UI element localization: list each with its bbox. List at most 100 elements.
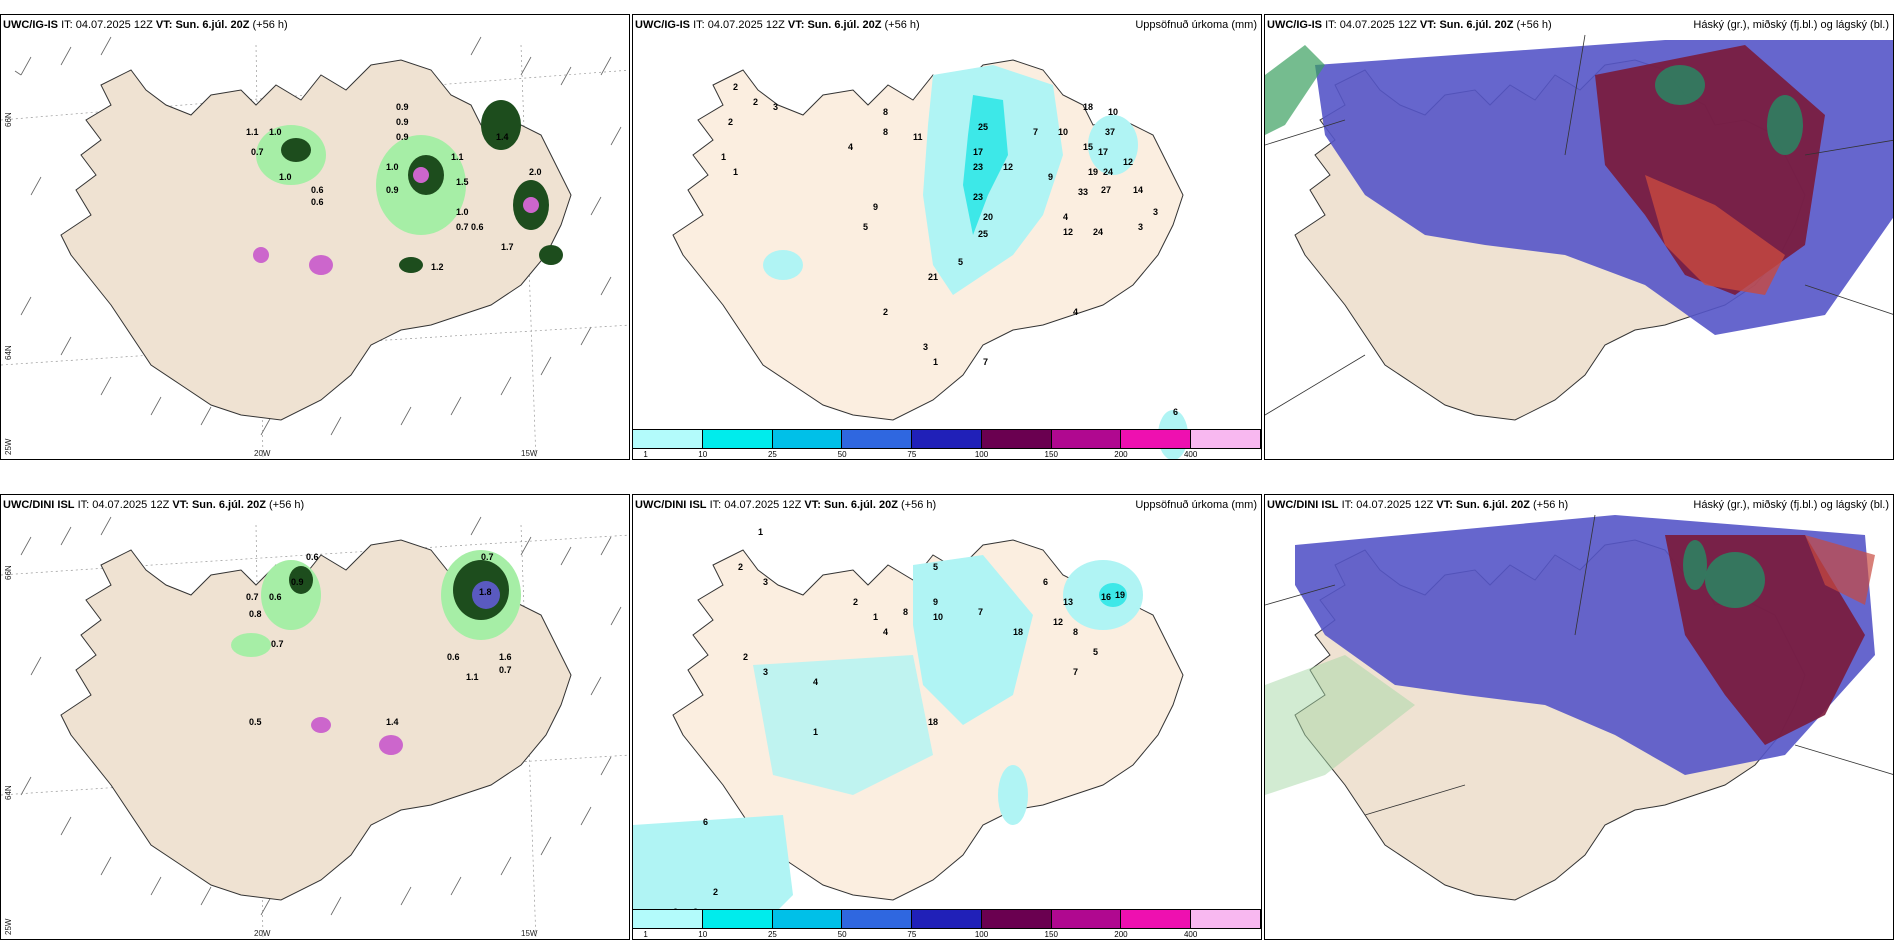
precip-value: 6 — [703, 817, 708, 827]
precip-value: 10 — [1058, 127, 1068, 137]
cloud-map — [1265, 34, 1893, 421]
precip-legend: 1 10 25 50 75 100 150 200 400 — [633, 429, 1261, 459]
wind-value: 1.0 — [456, 207, 469, 217]
it-value: 04.07.2025 12Z — [75, 19, 153, 31]
legend-swatch — [842, 910, 913, 928]
cloud-grid-lines — [1265, 514, 1893, 816]
lead-time: (+56 h) — [268, 499, 305, 511]
model-label: UWC/IG-IS — [1267, 19, 1322, 31]
legend-swatch — [633, 910, 703, 928]
legend-tick: 400 — [1183, 450, 1198, 459]
wind-shading — [253, 100, 563, 275]
precip-shading — [633, 555, 1143, 915]
precip-value: 1 — [733, 167, 738, 177]
precip-value: 25 — [978, 229, 988, 239]
wind-barbs — [20, 516, 622, 916]
it-label: IT: — [77, 499, 90, 511]
wind-value: 0.7 — [246, 592, 259, 602]
it-label: IT: — [693, 19, 705, 31]
it-label: IT: — [1341, 499, 1354, 511]
panel-header: UWC/DINI ISL IT: 04.07.2025 12Z VT: Sun.… — [635, 499, 936, 511]
wind-value: 0.6 — [311, 197, 324, 207]
legend-swatch — [912, 910, 982, 928]
precip-value: 2 — [853, 597, 858, 607]
precip-value: 3 — [763, 667, 768, 677]
wind-map: 1.1 1.0 0.7 1.0 0.6 0.6 0.9 0.9 0.9 1.0 … — [1, 36, 629, 459]
lat-label: 64N — [4, 785, 13, 800]
precip-value: 4 — [883, 627, 888, 637]
precip-value: 12 — [1053, 617, 1063, 627]
wind-value: 1.0 — [386, 162, 399, 172]
precip-value: 4 — [813, 677, 818, 687]
precip-value: 7 — [983, 357, 988, 367]
legend-swatch — [702, 910, 773, 928]
panel-top-wind: UWC/IG-IS IT: 04.07.2025 12Z VT: Sun. 6.… — [0, 14, 630, 460]
legend-swatch — [1191, 910, 1261, 928]
it-value: 04.07.2025 12Z — [1356, 499, 1434, 511]
legend-tick: 100 — [974, 930, 989, 939]
panel-header: UWC/IG-IS IT: 04.07.2025 12Z VT: Sun. 6.… — [3, 19, 288, 31]
precip-value: 33 — [1078, 187, 1088, 197]
legend-tick: 150 — [1044, 930, 1058, 939]
legend-tick: 400 — [1183, 930, 1198, 939]
precip-value: 2 — [713, 887, 718, 897]
vt-value: Sun. 6.júl. 20Z — [191, 499, 266, 511]
lat-label: 64N — [4, 345, 13, 360]
legend-bar — [633, 909, 1261, 929]
wind-value: 0.6 — [269, 592, 282, 602]
it-value: 04.07.2025 12Z — [724, 499, 802, 511]
precip-value: 17 — [973, 147, 983, 157]
wind-map: 0.7 0.6 0.9 0.8 0.7 0.5 0.6 0.7 0.6 1.8 … — [1, 516, 629, 939]
model-label: UWC/DINI ISL — [1267, 499, 1339, 511]
legend-bar — [633, 429, 1261, 449]
model-label: UWC/DINI ISL — [635, 499, 707, 511]
legend-tick: 50 — [837, 450, 847, 459]
lead-time: (+56 h) — [900, 499, 937, 511]
precip-value: 5 — [863, 222, 868, 232]
wind-value: 0.9 — [396, 117, 409, 127]
precip-value: 8 — [903, 607, 908, 617]
legend-swatch — [1121, 910, 1192, 928]
vt-value: Sun. 6.júl. 20Z — [807, 19, 882, 31]
precip-value: 27 — [1101, 185, 1111, 195]
panel-header: UWC/IG-IS IT: 04.07.2025 12Z VT: Sun. 6.… — [635, 19, 920, 31]
wind-value-labels: 1.1 1.0 0.7 1.0 0.6 0.6 0.9 0.9 0.9 1.0 … — [246, 102, 542, 272]
panel-bottom-wind: UWC/DINI ISL IT: 04.07.2025 12Z VT: Sun.… — [0, 494, 630, 940]
vt-value: Sun. 6.júl. 20Z — [175, 19, 250, 31]
precip-value: 8 — [883, 127, 888, 137]
legend-tick: 25 — [767, 930, 777, 939]
wind-shading — [231, 550, 521, 755]
precip-value: 37 — [1105, 127, 1115, 137]
legend-tick: 1 — [643, 930, 648, 939]
precip-value: 3 — [1153, 207, 1158, 217]
model-label: UWC/IG-IS — [3, 19, 58, 31]
cloud-grid-lines — [1265, 34, 1893, 416]
model-label: UWC/IG-IS — [635, 19, 690, 31]
lon-label: 20W — [254, 929, 271, 938]
lead-time: (+56 h) — [884, 19, 920, 31]
wind-value: 1.0 — [279, 172, 292, 182]
precip-value: 12 — [1003, 162, 1013, 172]
precip-value-labels: 2 2 3 2 1 1 4 8 11 25 17 23 12 7 10 37 1… — [721, 82, 1178, 417]
wind-value: 1.7 — [501, 242, 514, 252]
precip-value: 9 — [873, 202, 878, 212]
precip-value: 15 — [1083, 142, 1093, 152]
precip-value: 9 — [1048, 172, 1053, 182]
wind-value: 0.6 — [447, 652, 460, 662]
precip-value: 2 — [883, 307, 888, 317]
wind-barbs — [14, 36, 622, 436]
precip-value: 2 — [743, 652, 748, 662]
cloud-shading — [1265, 515, 1875, 795]
wind-value: 1.4 — [496, 132, 509, 142]
precip-value: 7 — [978, 607, 983, 617]
legend-tick: 200 — [1114, 930, 1128, 939]
precip-value: 19 — [1115, 590, 1125, 600]
precip-value: 14 — [1133, 185, 1143, 195]
panel-right-title: Uppsöfnuð úrkoma (mm) — [1135, 19, 1257, 31]
precip-value: 3 — [1138, 222, 1143, 232]
wind-value: 0.6 — [311, 185, 324, 195]
precip-value: 2 — [728, 117, 733, 127]
panel-right-title: Háský (gr.), miðský (fj.bl.) og lágský (… — [1693, 19, 1889, 31]
legend-swatch — [912, 430, 982, 448]
wind-value: 0.5 — [249, 717, 262, 727]
